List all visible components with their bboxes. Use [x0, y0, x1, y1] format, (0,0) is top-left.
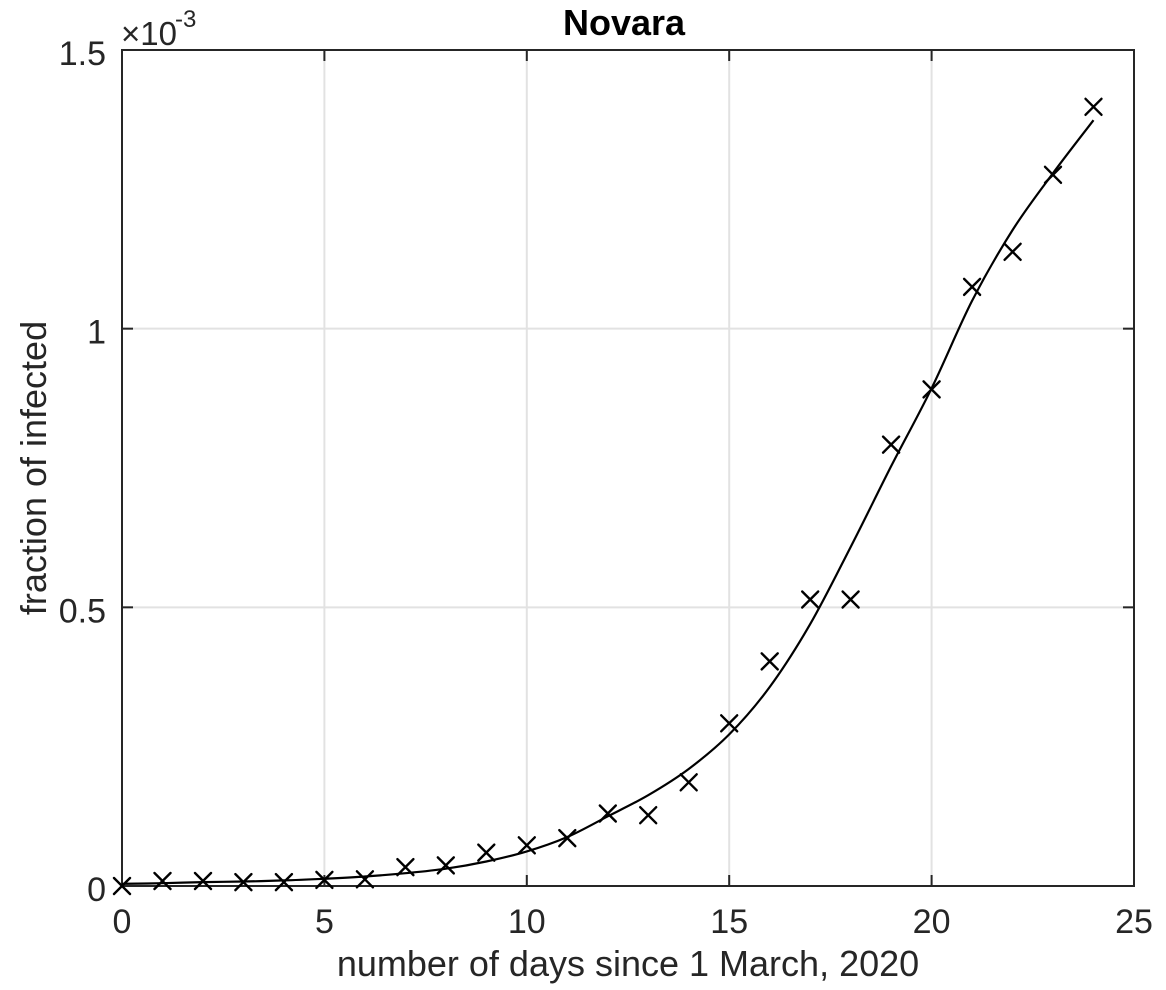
x-marker — [1003, 242, 1022, 261]
x-marker — [598, 804, 617, 823]
x-marker — [112, 876, 132, 896]
y-tick-label: 1.5 — [59, 35, 106, 73]
x-marker — [234, 872, 253, 892]
x-marker — [679, 773, 698, 792]
x-marker — [720, 714, 739, 733]
grid-lines — [122, 50, 1134, 886]
x-marker — [517, 836, 536, 855]
x-marker — [801, 590, 820, 609]
y-tick-label: 0 — [87, 871, 106, 909]
x-marker — [436, 856, 455, 875]
x-tick-label: 5 — [315, 903, 334, 941]
y-axis-label: fraction of infected — [13, 321, 54, 615]
x-tick-labels: 0 5 10 15 20 25 — [113, 903, 1153, 941]
fit-curve-path — [121, 119, 1095, 885]
y-axis-multiplier-exponent: -3 — [175, 6, 196, 33]
x-marker — [881, 435, 901, 454]
x-marker — [558, 828, 577, 848]
x-marker — [1084, 97, 1103, 116]
x-marker — [841, 590, 860, 609]
x-tick-label: 20 — [913, 903, 951, 941]
x-marker — [193, 871, 213, 891]
plot-frame — [121, 49, 1135, 887]
x-marker — [1043, 165, 1063, 184]
x-marker — [396, 857, 415, 877]
x-tick-label: 25 — [1115, 903, 1153, 941]
y-tick-label: 0.5 — [59, 592, 106, 630]
x-axis-label: number of days since 1 March, 2020 — [337, 943, 919, 984]
x-tick-label: 10 — [508, 903, 546, 941]
y-tick-label: 1 — [87, 314, 106, 352]
x-marker — [962, 277, 982, 297]
x-tick-label: 0 — [113, 903, 132, 941]
chart-title: Novara — [563, 2, 686, 43]
data-markers — [112, 97, 1103, 896]
axis-ticks — [121, 49, 1135, 887]
x-marker — [355, 870, 375, 889]
x-marker — [922, 380, 941, 399]
x-marker — [760, 652, 779, 671]
x-marker — [274, 872, 294, 892]
x-marker — [315, 870, 334, 890]
x-tick-label: 15 — [710, 903, 748, 941]
fit-curve — [121, 119, 1095, 885]
y-tick-labels: 0 0.5 1 1.5 — [59, 35, 106, 909]
x-marker — [639, 806, 658, 825]
x-marker — [477, 843, 496, 862]
y-axis-multiplier-base: ×10 — [121, 15, 177, 52]
x-marker — [153, 871, 172, 891]
